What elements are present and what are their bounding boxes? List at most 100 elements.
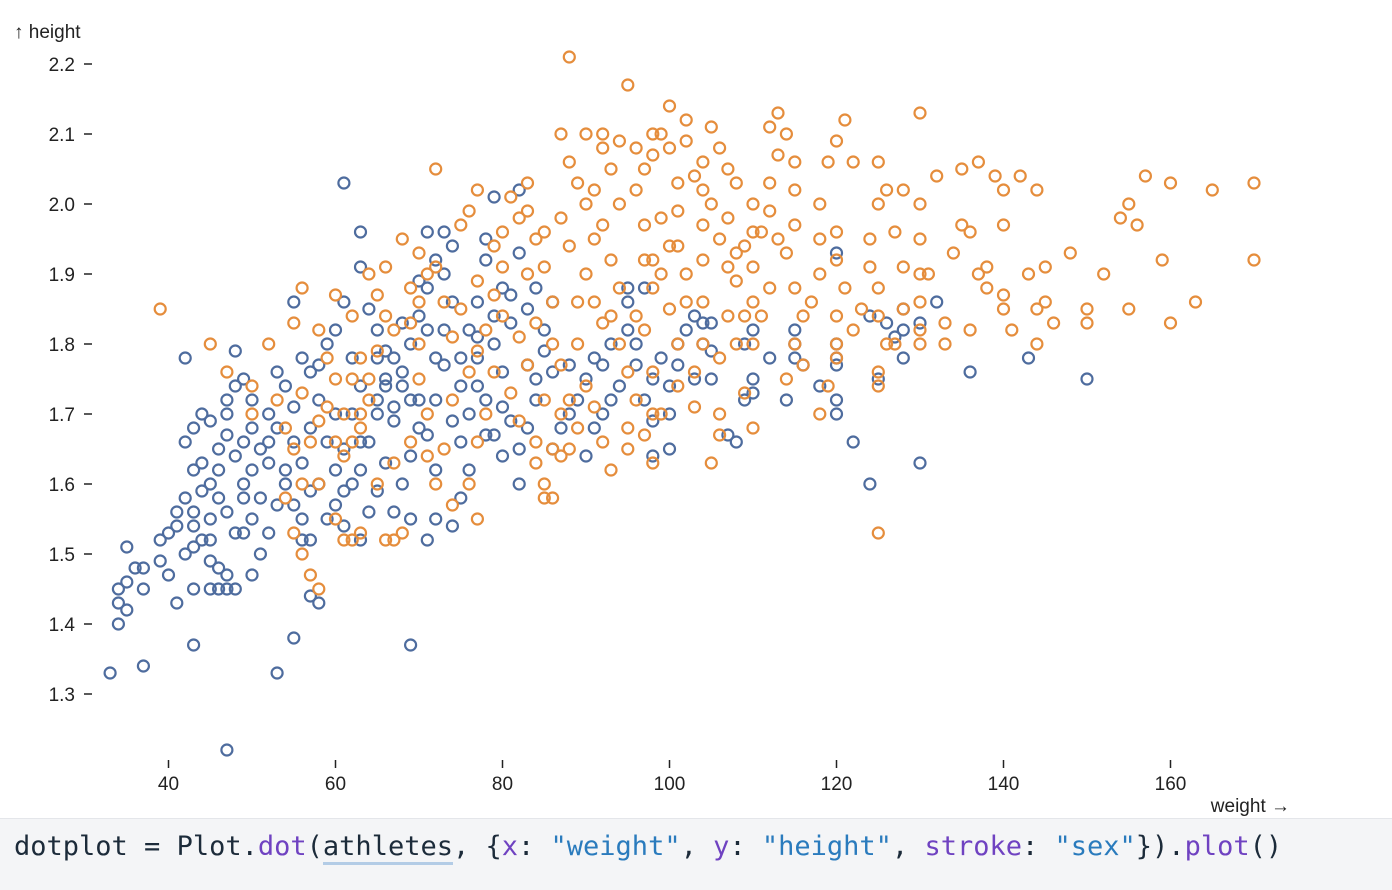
data-point [203,414,217,428]
data-point [362,393,376,407]
data-point [412,337,426,351]
data-point [220,393,234,407]
data-point [278,379,292,393]
data-point [312,393,326,407]
code-token: dot [257,831,307,862]
data-point [871,309,885,323]
data-point [629,141,643,155]
code-cell[interactable]: dotplot = Plot.dot(athletes, {x: "weight… [0,818,1392,890]
data-point [879,183,894,197]
data-point [395,232,409,246]
data-point [545,337,560,351]
data-point [220,428,234,442]
data-point [212,582,226,596]
y-tick-label: 1.7 [49,405,75,426]
data-point [712,428,727,442]
data-point [379,372,393,386]
data-point [370,484,384,498]
data-point [437,225,451,239]
data-point [813,407,827,421]
data-point [170,519,184,533]
data-point [604,309,618,323]
data-point [203,512,217,526]
data-point [796,358,810,372]
data-point [320,435,334,449]
data-point [1247,253,1261,267]
data-point [779,127,794,141]
data-point [537,344,551,358]
data-point [337,176,351,190]
data-point [278,463,292,477]
data-point [487,288,501,302]
data-point [662,302,677,316]
data-point [404,393,418,407]
data-point [495,309,510,323]
data-point [696,316,710,330]
data-point [387,456,401,470]
data-point [512,330,526,344]
code-line[interactable]: dotplot = Plot.dot(athletes, {x: "weight… [14,831,1282,865]
data-point [1122,302,1136,316]
data-point [312,414,326,428]
data-point [495,260,510,274]
data-point [370,344,384,358]
data-point [746,295,760,309]
data-point [788,155,802,169]
data-point [1205,183,1219,197]
data-point [303,484,317,498]
data-point [420,225,434,239]
data-point [654,267,668,281]
data-point [646,365,660,379]
data-point [612,134,627,148]
data-point [879,337,894,351]
data-point [395,365,409,379]
data-point [629,309,643,323]
data-point [412,246,426,260]
data-point [529,456,543,470]
data-point [746,260,760,274]
data-point [362,302,376,316]
data-point [412,393,426,407]
data-point [312,582,326,596]
dots-layer [103,50,1261,757]
data-point [746,421,760,435]
data-point [804,295,819,309]
data-point [562,407,576,421]
data-point [128,561,142,575]
data-point [495,449,510,463]
data-point [1080,302,1094,316]
data-point [379,456,393,470]
data-point [570,393,585,407]
data-point [362,372,376,386]
data-point [345,372,359,386]
data-point [570,295,585,309]
data-point [353,260,368,274]
data-point [637,253,652,267]
data-point [512,414,526,428]
data-point [370,407,384,421]
data-point [504,386,518,400]
data-point [237,435,251,449]
data-point [612,281,627,295]
data-point [779,246,794,260]
y-tick-label: 1.6 [49,475,75,496]
data-point [604,162,618,176]
data-point [955,162,969,176]
data-point [312,323,326,337]
data-point [237,491,251,505]
data-point [520,204,535,218]
data-point [562,442,576,456]
data-point [353,435,368,449]
data-point [178,351,192,365]
code-reference-link[interactable]: athletes [322,831,453,865]
data-point [946,246,961,260]
data-point [303,365,317,379]
data-point [621,295,635,309]
data-point [662,379,677,393]
data-point [195,407,209,421]
data-point [1063,246,1077,260]
data-point [111,596,126,610]
data-point [195,484,209,498]
data-point [729,274,743,288]
data-point [462,323,476,337]
